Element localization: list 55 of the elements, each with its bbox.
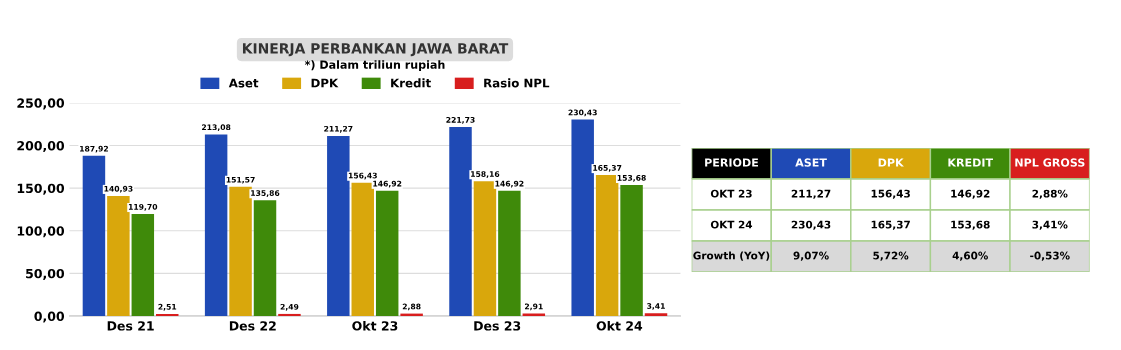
text: 153,68 [951,220,990,230]
y-tick-label: 0,00 [34,311,65,323]
bar [278,313,301,317]
chart-subtitle: *) Dalam triliun rupiah [304,60,445,71]
chart-title: KINERJA PERBANKAN JAWA BARAT [242,43,509,57]
text: 4,60% [952,251,988,261]
category-label: OKT 23 [710,189,752,198]
bar [82,155,106,317]
text: 230,43 [791,220,831,230]
category-label: ASET [795,158,827,167]
bar [229,186,252,317]
bar [620,185,643,317]
x-tick-label: Des 21 [107,321,154,331]
y-tick-label: 100,00 [17,226,65,238]
text: 156,43 [871,189,910,199]
text: 5,72% [873,251,909,261]
category-label: NPL GROSS [1015,158,1085,167]
bar [449,127,472,317]
x-tick-label: Okt 24 [596,320,643,331]
bar [204,134,228,317]
bar [107,195,130,317]
bar [375,190,399,317]
bar [253,200,277,317]
bar [571,119,594,317]
x-tick-label: Des 23 [474,321,521,331]
legend-label: Kredit [391,78,431,88]
text: -0,53% [1030,251,1070,261]
text: 146,92 [951,189,990,199]
text: 165,37 [871,220,910,230]
x-tick-label: Okt 23 [352,320,398,331]
text: 3,41% [1032,220,1068,230]
y-tick-label: 150,00 [17,183,65,195]
text: 9,07% [793,251,829,261]
bar [473,181,497,317]
legend-label: Aset [228,78,259,88]
bar [351,182,374,317]
bar [327,135,350,317]
bar [498,190,521,317]
category-label: DPK [878,158,904,167]
legend-label: DPK [311,78,339,88]
y-tick-label: 250,00 [17,98,65,110]
text: 211,27 [791,189,831,199]
x-tick-label: Des 22 [229,321,276,331]
bar [156,313,179,317]
legend-label: Rasio NPL [484,78,550,88]
category-label: KREDIT [948,158,994,167]
bar [131,213,155,317]
category-label: PERIODE [705,158,758,167]
y-tick-label: 50,00 [26,268,65,280]
bar [644,313,668,317]
category-label: OKT 24 [710,220,753,229]
y-tick-label: 200,00 [17,141,65,153]
bar [595,175,619,317]
text: 2,88% [1032,189,1068,199]
category-label: Growth (YoY) [693,251,770,261]
